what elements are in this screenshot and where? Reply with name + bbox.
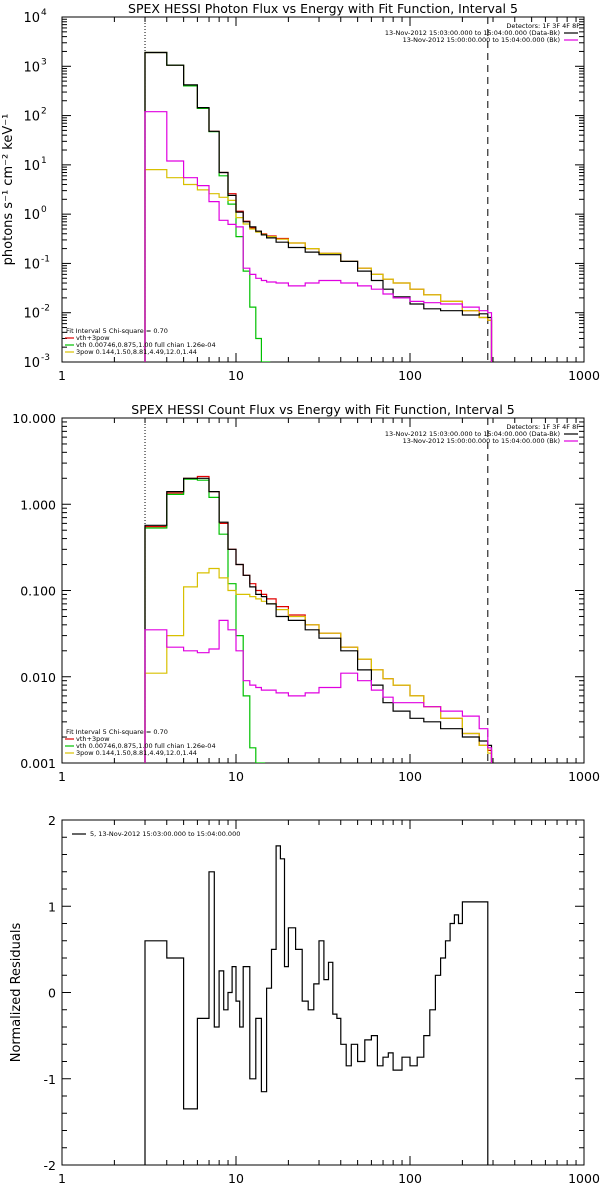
- y-tick-label: 0.010: [20, 670, 56, 685]
- y-tick-exponent: 0: [41, 205, 47, 215]
- series-line-3: [144, 477, 493, 763]
- plot-frame: [61, 819, 585, 1166]
- series-line-1: [144, 51, 271, 362]
- y-tick-label: 2: [48, 813, 56, 828]
- y-tick-exponent: -1: [41, 254, 50, 264]
- legend-bottomleft-item: Fit Interval 5 Chi-square = 0.70: [66, 728, 168, 736]
- x-tick-label: 100: [398, 769, 422, 784]
- legend-bottomleft-item: Fit Interval 5 Chi-square = 0.70: [66, 327, 168, 335]
- y-tick-base: 10: [23, 257, 40, 272]
- y-tick-exponent: 2: [41, 107, 47, 117]
- series-group: [144, 51, 493, 362]
- x-tick-label: 1: [58, 1171, 66, 1186]
- y-axis-label: photons s⁻¹ cm⁻² keV⁻¹: [1, 114, 16, 266]
- series-line-0: [144, 475, 493, 763]
- series-line-4: [144, 619, 493, 763]
- y-tick-label: 0: [48, 986, 56, 1001]
- y-tick-label: 1: [48, 899, 56, 914]
- y-tick-label: 0.001: [20, 756, 56, 771]
- y-tick-label: 10: [23, 159, 40, 174]
- y-tick-label: 10: [23, 60, 40, 75]
- x-tick-label: 1: [58, 368, 66, 383]
- y-tick-exponent: -2: [41, 304, 50, 314]
- x-tick-label: 1000: [568, 368, 600, 383]
- y-tick-base: 10: [23, 307, 40, 322]
- x-tick-label: 1: [58, 769, 66, 784]
- series-line-0: [144, 845, 489, 1165]
- legend-topright-item: 13-Nov-2012 15:00:00.000 to 15:04:00.000…: [403, 36, 560, 44]
- y-tick-label: 10: [23, 208, 40, 223]
- series-line-3: [144, 51, 493, 362]
- plot-frame: [61, 16, 585, 363]
- series-line-2: [144, 169, 493, 362]
- y-axis-label: Normalized Residuals: [9, 923, 24, 1063]
- y-tick-label: -1: [44, 1072, 56, 1087]
- chart-panel-2: SPEX HESSI Count Flux vs Energy with Fit…: [12, 402, 600, 784]
- legend-bottomleft-item: vth+3pow: [76, 334, 110, 342]
- legend-bottomleft-item: 3pow 0.144,1.50,8.81,4.49,12.0,1.44: [76, 749, 197, 757]
- legend-topleft-item: 5, 13-Nov-2012 15:03:00.000 to 15:04:00.…: [90, 830, 240, 838]
- chart-panel-1: SPEX HESSI Photon Flux vs Energy with Fi…: [1, 1, 600, 383]
- y-tick-exponent: 4: [41, 8, 47, 18]
- y-tick-exponent: 1: [41, 156, 47, 166]
- x-tick-label: 10: [228, 1171, 244, 1186]
- legend-topright-item: Detectors: 1F 3F 4F 8F: [506, 423, 580, 431]
- series-group: [144, 475, 493, 763]
- x-tick-label: 1000: [568, 1171, 600, 1186]
- y-tick-base: 10: [23, 11, 40, 26]
- y-tick-base: 10: [23, 60, 40, 75]
- legend-topright-item: 13-Nov-2012 15:03:00.000 to 15:04:00.000…: [385, 29, 560, 37]
- x-tick-label: 100: [398, 1171, 422, 1186]
- y-tick-base: 10: [23, 110, 40, 125]
- y-tick-exponent: 3: [41, 57, 47, 67]
- y-tick-base: 10: [23, 356, 40, 371]
- chart-title: SPEX HESSI Count Flux vs Energy with Fit…: [131, 402, 514, 417]
- y-tick-label: 0.100: [20, 584, 56, 599]
- x-tick-label: 1000: [568, 769, 600, 784]
- series-line-2: [144, 567, 493, 763]
- x-tick-label: 100: [398, 368, 422, 383]
- legend-bottomleft-item: vth 0.00746,0.875,1.00 full chian 1.26e-…: [76, 742, 216, 750]
- legend-topright-item: 13-Nov-2012 15:00:00.000 to 15:04:00.000…: [403, 437, 560, 445]
- legend-bottomleft-item: 3pow 0.144,1.50,8.81,4.49,12.0,1.44: [76, 348, 197, 356]
- y-tick-label: 10: [23, 307, 40, 322]
- plot-frame: [61, 417, 585, 764]
- y-tick-label: 10.000: [12, 411, 56, 426]
- y-tick-label: 10: [23, 356, 40, 371]
- series-line-1: [144, 478, 266, 763]
- y-tick-label: -2: [44, 1158, 56, 1173]
- legend-bottomleft-item: vth+3pow: [76, 735, 110, 743]
- chart-title: SPEX HESSI Photon Flux vs Energy with Fi…: [128, 1, 518, 16]
- chart-panel-3: 1 10 100 1000 -2 -1 0 1 2 Normalized Residuals 5, …: [9, 813, 600, 1186]
- y-tick-label: 10: [23, 257, 40, 272]
- series-line-4: [144, 111, 493, 362]
- y-tick-label: 10: [23, 11, 40, 26]
- y-tick-exponent: -3: [41, 353, 50, 363]
- y-tick-label: 10: [23, 110, 40, 125]
- series-group: [144, 845, 489, 1165]
- legend-topright-item: Detectors: 1F 3F 4F 8F: [506, 22, 580, 30]
- x-tick-label: 10: [228, 368, 244, 383]
- y-tick-label: 1.000: [20, 497, 56, 512]
- y-tick-base: 10: [23, 208, 40, 223]
- y-tick-base: 10: [23, 159, 40, 174]
- legend-bottomleft-item: vth 0.00746,0.875,1.00 full chian 1.26e-…: [76, 341, 216, 349]
- legend-topright-item: 13-Nov-2012 15:03:00.000 to 15:04:00.000…: [385, 430, 560, 438]
- x-tick-label: 10: [228, 769, 244, 784]
